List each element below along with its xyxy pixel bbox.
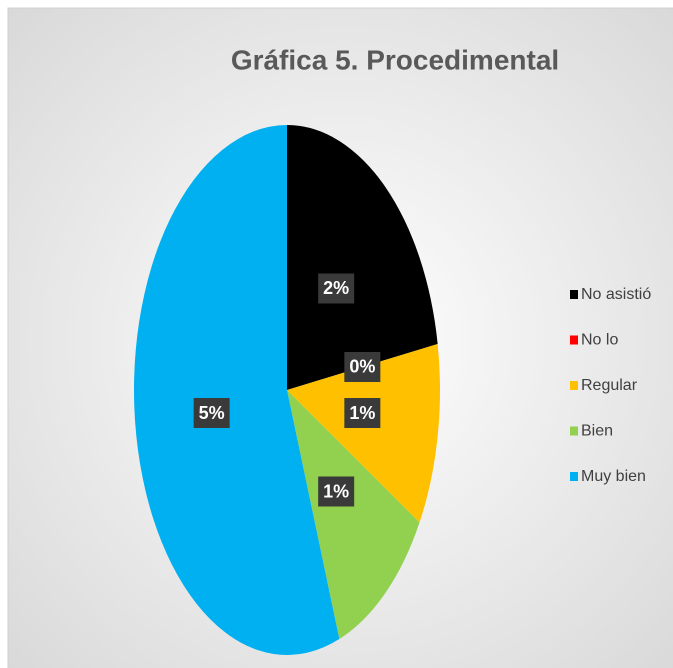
legend-label: No asistió <box>581 286 651 303</box>
legend-swatch <box>570 472 578 481</box>
data-label-box <box>193 398 230 429</box>
legend-label: No lo <box>581 332 618 349</box>
pie-slice <box>287 125 438 390</box>
chart-title: Gráfica 5. Procedimental <box>231 44 559 75</box>
pie-slice <box>287 343 441 523</box>
data-label-box <box>344 398 381 429</box>
data-label: 2% <box>323 278 349 298</box>
legend-swatch <box>570 290 578 299</box>
data-label-box <box>318 273 355 304</box>
legend-swatch <box>570 335 578 345</box>
legend-label: Regular <box>581 377 638 394</box>
pie-slice <box>134 125 340 655</box>
data-label-box <box>344 351 381 382</box>
data-label: 1% <box>323 481 349 501</box>
legend-swatch <box>570 426 578 436</box>
data-label: 5% <box>199 403 225 423</box>
data-label: 1% <box>349 403 375 423</box>
legend-label: Bien <box>581 423 613 440</box>
pie-slice <box>287 390 420 640</box>
legend-swatch <box>570 381 578 390</box>
legend-label: Muy bien <box>581 468 646 485</box>
data-label-box <box>318 476 355 507</box>
data-label: 0% <box>349 357 375 377</box>
